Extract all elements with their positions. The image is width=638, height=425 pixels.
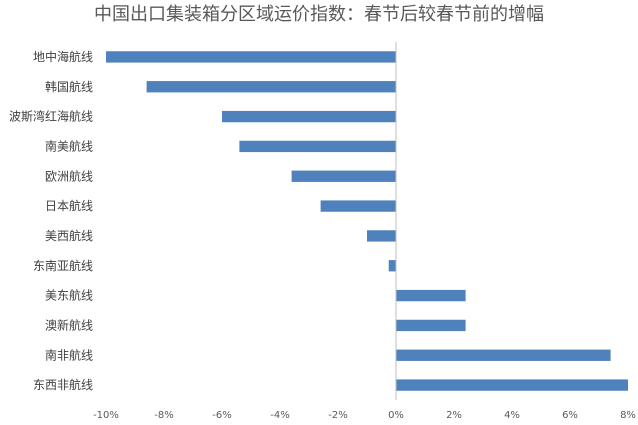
bar-1 xyxy=(106,51,396,63)
x-tick-label: 0% xyxy=(388,410,404,421)
chart-title: 中国出口集装箱分区域运价指数：春节后较春节前的增幅 xyxy=(94,4,544,25)
x-axis-ticks-group: -10% -8% -6% -4% -2% 0% 2% 4% 6% 8% xyxy=(93,410,636,421)
category-label: 韩国航线 xyxy=(45,79,93,94)
category-label: 日本航线 xyxy=(45,198,93,213)
x-tick-label: 4% xyxy=(504,410,520,421)
category-label: 波斯湾红海航线 xyxy=(9,109,93,124)
bar-8 xyxy=(388,260,396,272)
category-label: 南非航线 xyxy=(45,347,93,362)
x-tick-label: -8% xyxy=(154,410,173,421)
bar-7 xyxy=(367,230,396,242)
bar-9 xyxy=(396,289,466,302)
category-label: 美西航线 xyxy=(45,228,93,243)
category-label: 东西非航线 xyxy=(33,377,93,392)
bar-5 xyxy=(291,170,396,182)
bar-3 xyxy=(222,110,396,123)
x-tick-label: -6% xyxy=(212,410,231,421)
x-tick-label: 6% xyxy=(562,410,578,421)
x-tick-label: -10% xyxy=(93,410,119,421)
category-labels-group: 地中海航线韩国航线波斯湾红海航线南美航线欧洲航线日本航线美西航线东南亚航线美东航… xyxy=(9,49,93,392)
category-label: 澳新航线 xyxy=(45,317,93,332)
bar-12 xyxy=(396,379,628,391)
bar-6 xyxy=(320,200,396,212)
bar-4 xyxy=(239,140,396,153)
x-tick-label: -4% xyxy=(270,410,289,421)
bars-group xyxy=(106,51,628,391)
x-tick-label: 2% xyxy=(446,410,462,421)
bar-11 xyxy=(396,349,611,361)
category-label: 欧洲航线 xyxy=(45,168,93,183)
category-label: 美东航线 xyxy=(45,288,93,303)
category-label: 东南亚航线 xyxy=(33,258,93,273)
x-tick-label: -2% xyxy=(328,410,347,421)
category-label: 南美航线 xyxy=(45,138,93,153)
bar-2 xyxy=(146,81,396,93)
x-tick-label: 8% xyxy=(620,410,636,421)
bar-10 xyxy=(396,319,466,332)
category-label: 地中海航线 xyxy=(33,49,93,64)
